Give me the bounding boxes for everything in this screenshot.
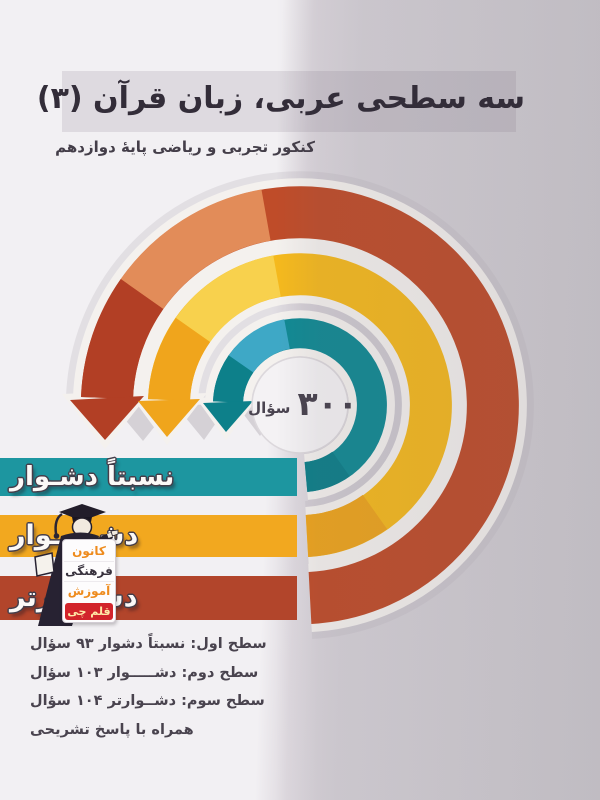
teal-arc-end-segment <box>213 355 254 404</box>
publisher-line-1: کانون <box>72 544 106 558</box>
question-count-badge: ۳۰۰ سؤال <box>233 377 373 429</box>
detail-line-2: سطح دوم: دشـــــوار ۱۰۳ سؤال <box>30 664 259 681</box>
question-count-number: ۳۰۰ <box>297 383 358 423</box>
red-arrowhead-icon <box>70 396 144 440</box>
yellow-arc-end-segment <box>148 317 211 402</box>
yellow-arc-start-segment <box>305 494 388 557</box>
publisher-line-2: فرهنگی <box>64 561 114 581</box>
book-subtitle: کنکور تجربی و ریاضی پایۀ دوازدهم <box>55 138 315 156</box>
teal-arrowhead-icon <box>203 401 253 432</box>
yellow-arc-light-segment <box>175 255 282 343</box>
publisher-brand: قلم چی <box>65 603 113 620</box>
teal-arc-light-segment <box>228 319 291 374</box>
detail-line-4: همراه با پاسخ تشریحی <box>30 721 194 738</box>
detail-line-3: سطح سوم: دشــوارتر ۱۰۴ سؤال <box>30 693 265 709</box>
level-details: سطح اول: نسبتاً دشوار ۹۳ سؤال سطح دوم: د… <box>30 630 285 744</box>
book-title: سه سطحی عربی، زبان قرآن (۳) <box>36 81 526 116</box>
red-arc-light-segment <box>120 189 272 310</box>
yellow-arrowhead-icon <box>138 399 200 437</box>
center-disc <box>251 356 349 454</box>
question-count-unit: سؤال <box>248 399 291 417</box>
level-band-1-label: نسبتاً دشـوار <box>10 462 175 492</box>
teal-arc-start-segment <box>303 451 350 492</box>
title-band <box>62 71 516 132</box>
publisher-logo: کانون فرهنگی آموزش قلم چی <box>62 539 116 623</box>
red-arc-end-segment <box>81 279 164 400</box>
detail-line-1: سطح اول: نسبتاً دشوار ۹۳ سؤال <box>30 636 267 652</box>
level-band-1: نسبتاً دشـوار <box>0 458 297 496</box>
publisher-line-3: آموزش <box>64 581 114 601</box>
